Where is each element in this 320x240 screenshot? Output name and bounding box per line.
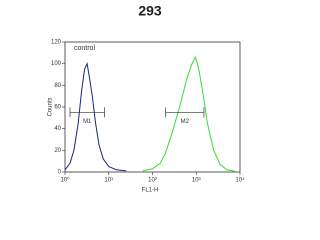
chart: 293 FL1-H Counts control 0 20 40 60 80 100 120… — [48, 3, 245, 194]
chart-title: 293 — [138, 3, 162, 19]
x-tick-label: 10² — [148, 178, 157, 184]
y-tick-label: 20 — [54, 148, 61, 154]
plot-frame — [64, 41, 241, 173]
y-tick-label: 80 — [54, 83, 61, 89]
histogram-line — [64, 62, 127, 172]
y-tick-label: 60 — [54, 105, 61, 111]
y-tick-label: 40 — [54, 126, 61, 132]
gate-label: M1 — [83, 119, 92, 125]
page: 293 FL1-H Counts control 0 20 40 60 80 100 120… — [47, 2, 246, 194]
y-tick-label: 100 — [51, 61, 62, 67]
x-tick-label: 10³ — [192, 178, 201, 184]
gate-label: M2 — [181, 119, 190, 125]
y-tick-label: 120 — [51, 40, 62, 46]
x-axis-label: FL1-H — [142, 188, 159, 194]
histogram-line — [142, 55, 236, 172]
x-tick-label: 10¹ — [104, 178, 113, 184]
y-tick-label: 0 — [58, 170, 62, 176]
x-tick-label: 10⁴ — [235, 177, 245, 184]
x-tick-label: 10⁰ — [60, 177, 70, 184]
series-label: control — [74, 45, 95, 52]
y-axis-label: Counts — [48, 97, 54, 116]
